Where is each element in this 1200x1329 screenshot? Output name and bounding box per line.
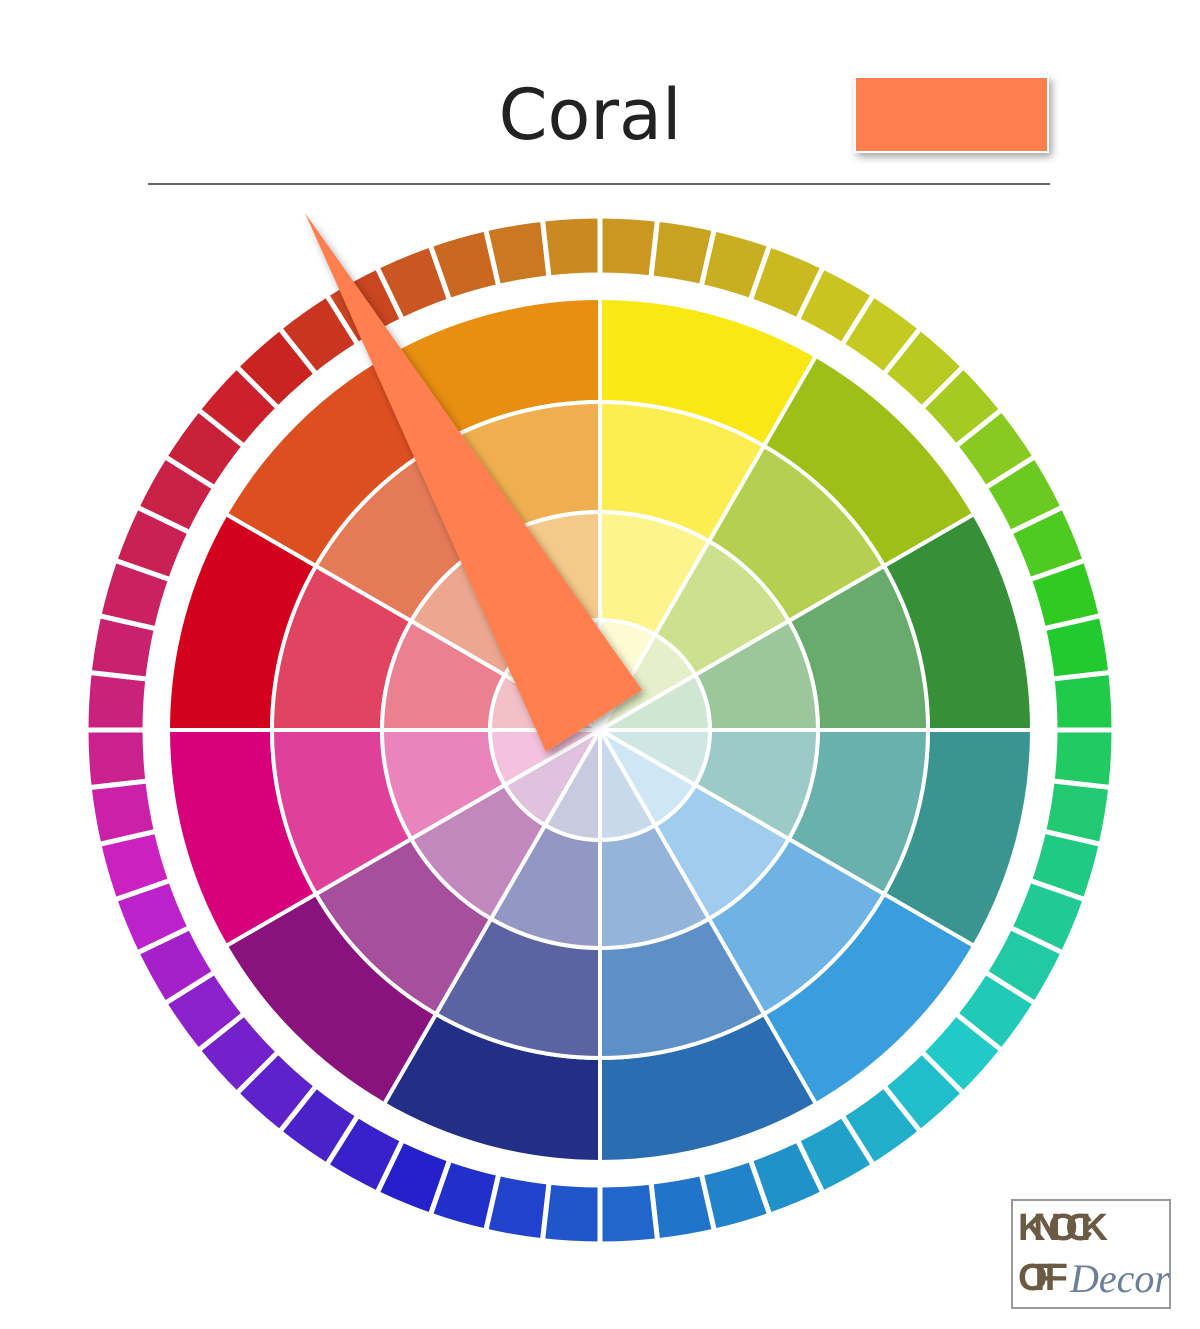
- logo-script: Decor: [1069, 1256, 1170, 1301]
- outer-ring: [83, 213, 1117, 1247]
- ring-segment: [597, 213, 661, 281]
- ring-segment: [539, 213, 603, 281]
- ring-segment: [1040, 612, 1114, 682]
- logo-word: KNOCK: [1018, 1207, 1109, 1249]
- ring-segment: [539, 1179, 603, 1247]
- ring-segment: [1049, 669, 1117, 733]
- ring-segment: [83, 669, 151, 733]
- ring-segment: [83, 727, 151, 791]
- main-wheel: [165, 295, 1035, 1165]
- logo-frame: [1011, 1199, 1171, 1309]
- title: Coral: [499, 74, 682, 156]
- pointer: [305, 213, 642, 752]
- ring-segment: [86, 778, 160, 848]
- color-swatch: [854, 76, 1049, 153]
- logo: KNOCK OFF Decor: [1011, 1199, 1171, 1309]
- ring-segment: [597, 1179, 661, 1247]
- logo-word: OFF: [1018, 1257, 1068, 1299]
- ring-segment: [482, 216, 552, 290]
- ring-segment: [648, 1170, 718, 1244]
- ring-segment: [1049, 727, 1117, 791]
